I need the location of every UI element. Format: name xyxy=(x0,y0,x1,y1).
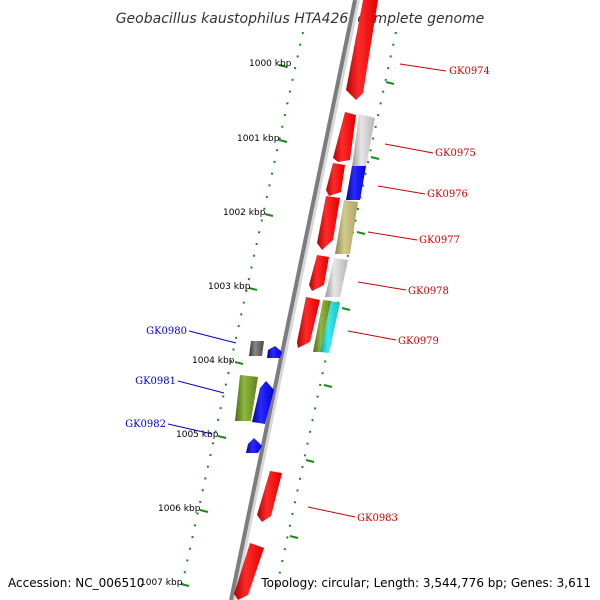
tick-1000 xyxy=(278,64,288,68)
leader-gk0979 xyxy=(347,330,397,341)
gene-gk0983-red[interactable] xyxy=(257,471,282,522)
gene-gk0981-green[interactable] xyxy=(235,375,258,421)
gene-gk0976-outer[interactable] xyxy=(326,163,345,196)
leader-gk0974 xyxy=(399,63,447,72)
gene-gk0975-outer[interactable] xyxy=(333,112,356,162)
gene-gk0977-olive[interactable] xyxy=(335,200,358,254)
tick-label-1004: 1004 kbp xyxy=(192,356,235,366)
gene-label-gk0974: GK0974 xyxy=(449,66,490,77)
inner-tick-1 xyxy=(385,81,395,85)
gene-gk0975-gray[interactable] xyxy=(352,114,375,167)
gene-label-gk0981: GK0981 xyxy=(135,376,176,387)
inner-tick-3 xyxy=(356,231,366,235)
tick-label-1000: 1000 kbp xyxy=(249,59,292,69)
outer-dotted-track xyxy=(181,31,304,586)
backbone-line xyxy=(229,0,357,600)
leader-gk0977 xyxy=(367,231,418,241)
tick-1007 xyxy=(180,583,190,587)
gene-gk0980-blue-arrow[interactable] xyxy=(267,346,282,358)
tick-1006 xyxy=(199,509,209,513)
gene-gk0979-outer[interactable] xyxy=(297,297,320,348)
gene-gk0982-blue-arrow[interactable] xyxy=(246,438,262,453)
gene-gk0980-dark[interactable] xyxy=(249,341,264,356)
leader-gk0976 xyxy=(377,185,426,195)
gene-gk0978-outer[interactable] xyxy=(309,255,329,291)
gene-label-gk0977: GK0977 xyxy=(419,235,460,246)
leader-gk0980 xyxy=(188,330,237,344)
tick-label-1007: 1007 kbp xyxy=(140,578,183,588)
gene-label-gk0980: GK0980 xyxy=(146,326,187,337)
gene-label-gk0975: GK0975 xyxy=(435,148,476,159)
gene-gk0976-blue[interactable] xyxy=(346,166,366,200)
inner-tick-6 xyxy=(305,459,315,463)
tick-label-1006: 1006 kbp xyxy=(158,504,201,514)
gene-label-gk0978: GK0978 xyxy=(408,286,449,297)
gene-gk0979-cyan[interactable] xyxy=(320,301,340,353)
inner-tick-5 xyxy=(323,384,333,388)
gene-gk0977-outer[interactable] xyxy=(317,196,340,250)
gene-label-gk0979: GK0979 xyxy=(398,336,439,347)
tick-marks xyxy=(180,64,395,587)
tick-label-1003: 1003 kbp xyxy=(208,282,251,292)
gene-gk0978-gray[interactable] xyxy=(325,258,348,297)
tick-1004 xyxy=(234,361,244,365)
leader-gk0981 xyxy=(177,380,225,394)
gene-label-gk0976: GK0976 xyxy=(427,189,468,200)
gene-gk0981-blue-arrow[interactable] xyxy=(252,381,274,424)
gene-gk0974-arrow[interactable] xyxy=(346,0,378,100)
tick-1001 xyxy=(278,139,288,143)
leader-gk0982 xyxy=(167,423,213,435)
tick-1002 xyxy=(264,213,274,217)
leader-lines xyxy=(167,63,447,518)
leader-gk0975 xyxy=(384,143,434,154)
accession-text: Accession: NC_006510 xyxy=(8,576,144,590)
tick-label-1002: 1002 kbp xyxy=(223,208,266,218)
tick-1005 xyxy=(217,435,227,439)
gene-label-gk0983: GK0983 xyxy=(357,513,398,524)
tick-label-1001: 1001 kbp xyxy=(237,134,280,144)
map-title: Geobacillus kaustophilus HTA426, complet… xyxy=(116,11,485,27)
topology-text: Topology: circular; Length: 3,544,776 bp… xyxy=(260,576,591,590)
inner-tick-2 xyxy=(370,156,380,160)
gene-gk0979-green[interactable] xyxy=(313,300,332,352)
inner-tick-4 xyxy=(341,307,351,311)
leader-gk0978 xyxy=(357,281,407,291)
tick-1003 xyxy=(248,287,258,291)
leader-gk0983 xyxy=(307,506,356,518)
tick-label-1005: 1005 kbp xyxy=(176,430,219,440)
inner-tick-7 xyxy=(289,535,299,539)
gene-label-gk0982: GK0982 xyxy=(125,419,166,430)
gene-gk0983-lower-red[interactable] xyxy=(234,543,264,600)
